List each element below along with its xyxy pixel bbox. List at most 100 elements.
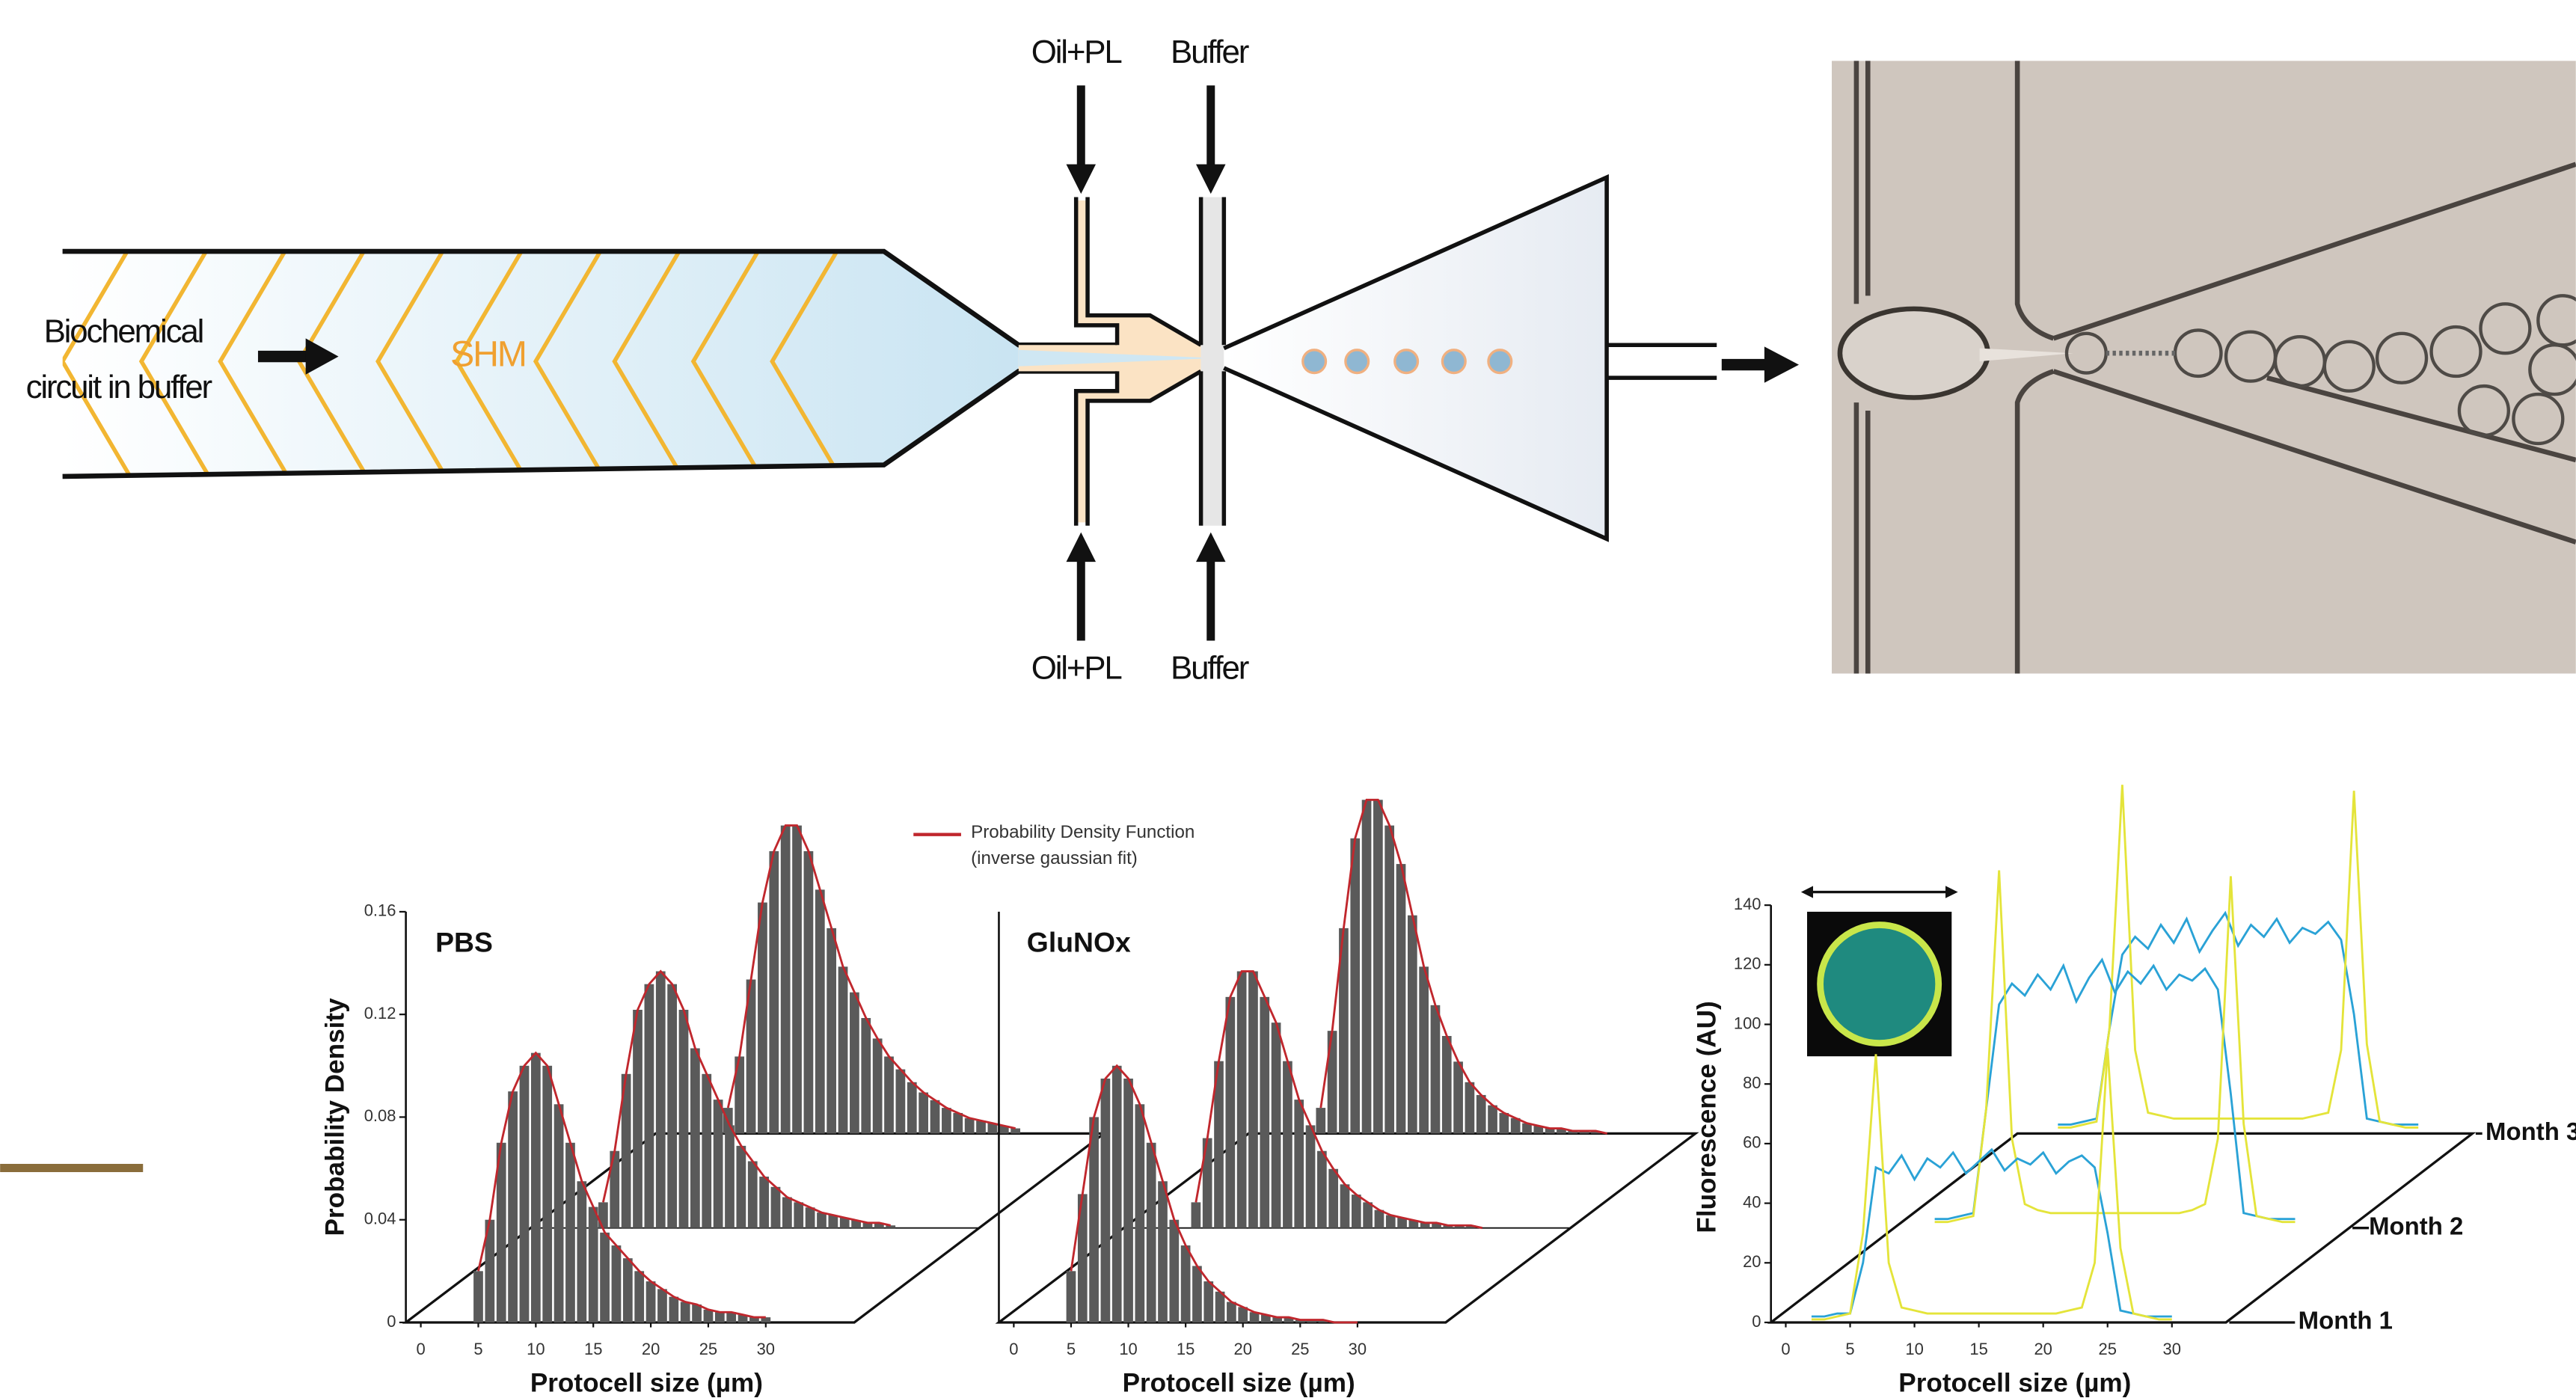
bar: [531, 1053, 541, 1322]
bar: [1227, 1302, 1236, 1322]
y-tick-label: 60: [1743, 1133, 1761, 1152]
bar: [1453, 1061, 1463, 1133]
bar: [1431, 1005, 1441, 1134]
x-tick-label: 20: [1234, 1340, 1252, 1358]
x-tick-label: 10: [1119, 1340, 1137, 1358]
x-tick-label: 15: [1177, 1340, 1195, 1358]
micrograph: [1832, 61, 2576, 673]
bar: [1203, 1281, 1213, 1322]
bar: [817, 1212, 827, 1228]
bar: [473, 1271, 483, 1322]
x-tick-label: 0: [416, 1340, 425, 1358]
y-tick-label: 0.12: [364, 1004, 396, 1023]
bar: [1260, 997, 1269, 1228]
bar: [976, 1120, 986, 1133]
figure: Biochemical circuit in buffer SHM Oil+PL…: [0, 0, 2576, 1398]
bar: [815, 889, 825, 1133]
y-axis-label: Fluorescence (AU): [1693, 1001, 1722, 1233]
bar: [1225, 997, 1235, 1228]
x-axis-label: Protocell size (µm): [530, 1369, 763, 1398]
x-tick-label: 30: [757, 1340, 775, 1358]
y-tick-label: 0: [387, 1312, 396, 1331]
bar: [1123, 1079, 1133, 1322]
month-label: Month 1: [2299, 1307, 2393, 1334]
mixer-channel: [63, 251, 1019, 476]
outlet-arrow-head: [1764, 346, 1799, 382]
bar: [965, 1118, 975, 1134]
bar: [704, 1310, 714, 1322]
bar: [725, 1125, 735, 1227]
legend-label: Probability Density Function: [971, 822, 1195, 842]
bar: [781, 826, 791, 1134]
x-tick-label: 5: [1067, 1340, 1076, 1358]
bar: [884, 1056, 894, 1133]
bar: [669, 1297, 678, 1322]
bar: [748, 1161, 758, 1227]
y-tick-label: 40: [1743, 1192, 1761, 1211]
bar: [657, 1289, 667, 1322]
bar: [1419, 966, 1429, 1133]
mixer-label: SHM: [450, 334, 526, 374]
x-tick-label: 25: [1291, 1340, 1309, 1358]
bar: [1386, 1215, 1396, 1228]
bar: [1465, 1082, 1475, 1134]
y-tick-label: 0.08: [364, 1106, 396, 1125]
bar: [1101, 1079, 1111, 1322]
inlet-label: circuit in buffer: [26, 369, 212, 405]
x-tick-label: 15: [1969, 1340, 1987, 1358]
photo-bulge: [1840, 309, 1988, 398]
bar: [1350, 839, 1360, 1134]
inlet-label: Buffer: [1171, 650, 1249, 687]
bar: [1363, 1202, 1373, 1227]
bar: [1147, 1143, 1156, 1322]
inlet-label: Buffer: [1171, 34, 1249, 70]
bar: [1316, 1108, 1325, 1133]
inset-protocell: [1821, 925, 1939, 1043]
bar: [1476, 1095, 1486, 1133]
bar: [1306, 1125, 1316, 1227]
bar: [646, 1281, 656, 1322]
bar: [1192, 1266, 1202, 1322]
bar: [634, 1271, 644, 1322]
bar: [919, 1092, 928, 1133]
bar: [930, 1100, 940, 1134]
x-axis-label: Protocell size (µm): [1898, 1369, 2131, 1398]
droplet: [1395, 350, 1418, 373]
y-tick-label: 80: [1743, 1073, 1761, 1092]
x-tick-label: 15: [584, 1340, 602, 1358]
y-axis-label: Probability Density: [321, 998, 350, 1236]
charts: 00.040.080.120.16051015202530Protocell s…: [321, 785, 2576, 1398]
droplet: [1346, 350, 1369, 373]
bar: [692, 1305, 702, 1322]
x-tick-label: 20: [642, 1340, 660, 1358]
bar: [1272, 1023, 1281, 1228]
bar: [1283, 1061, 1292, 1228]
bar: [1011, 1129, 1020, 1134]
month-label: Month 3: [2485, 1118, 2576, 1145]
bar: [600, 1233, 610, 1322]
profile-line: [1812, 1150, 2172, 1316]
bar: [942, 1108, 951, 1133]
y-tick-label: 100: [1734, 1014, 1761, 1032]
x-tick-label: 25: [699, 1340, 717, 1358]
bar: [1158, 1181, 1168, 1322]
bar: [508, 1091, 518, 1322]
bar: [907, 1082, 917, 1134]
inlet-label: Oil+PL: [1031, 34, 1122, 70]
bar: [623, 1258, 633, 1322]
y-tick-label: 0.04: [364, 1210, 396, 1228]
droplet: [1303, 350, 1326, 373]
bar: [1135, 1104, 1145, 1322]
bar: [1294, 1100, 1304, 1228]
bar: [667, 984, 677, 1228]
x-tick-label: 20: [2034, 1340, 2052, 1358]
bar: [861, 1018, 871, 1133]
chart-title: GluNOx: [1027, 927, 1131, 958]
bar: [702, 1074, 711, 1228]
bar: [1396, 864, 1406, 1133]
bar: [1089, 1117, 1099, 1322]
inlet-label: Oil+PL: [1031, 650, 1122, 687]
bar: [612, 1245, 622, 1322]
bar: [794, 1202, 803, 1227]
bar: [1192, 1202, 1201, 1227]
